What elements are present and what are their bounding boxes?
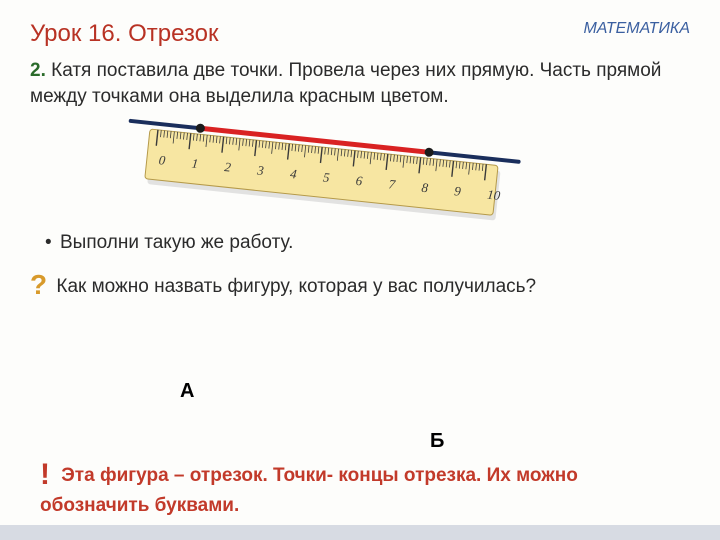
question-row: ? Как можно назвать фигуру, которая у ва… [0, 269, 720, 301]
subject-label: МАТЕМАТИКА [583, 20, 690, 38]
svg-text:10: 10 [486, 187, 501, 203]
problem-text: 2. Катя поставила две точки. Провела чер… [0, 58, 720, 109]
point-label-b: Б [430, 430, 444, 453]
conclusion-row: ! Эта фигура – отрезок. Точки- концы отр… [40, 455, 680, 519]
exclamation-mark-icon: ! [40, 458, 50, 491]
conclusion-text: Эта фигура – отрезок. Точки- концы отрез… [40, 465, 578, 516]
question-text: Как можно назвать фигуру, которая у вас … [56, 276, 536, 297]
problem-number: 2. [30, 60, 46, 81]
question-mark-icon: ? [30, 269, 47, 300]
task-bullet: Выполни такую же работу. [0, 232, 720, 254]
footer-band [0, 525, 720, 540]
problem-body: Катя поставила две точки. Провела через … [30, 60, 661, 107]
point-label-a: А [180, 380, 194, 403]
ruler-svg: 012345678910 [110, 104, 560, 244]
ruler-diagram: 012345678910 [0, 104, 720, 224]
